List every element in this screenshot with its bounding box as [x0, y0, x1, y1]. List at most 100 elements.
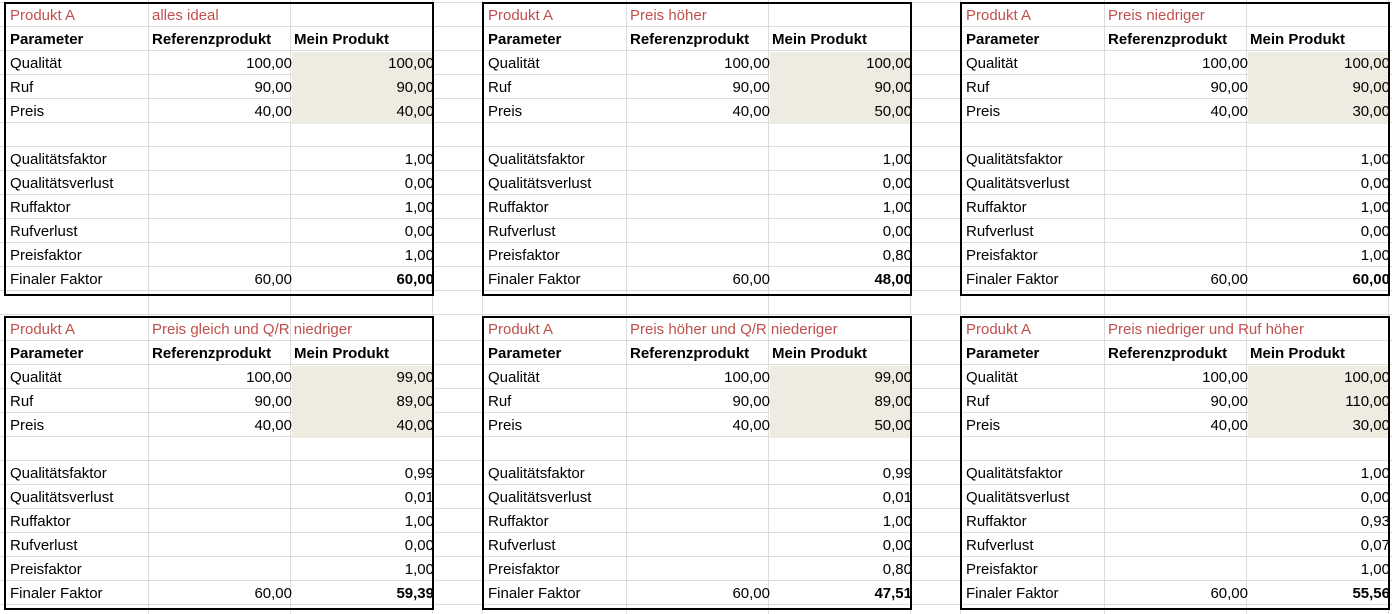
reference-header-cell[interactable]: Referenzprodukt [152, 31, 272, 48]
product-name-cell[interactable]: Produkt A [10, 7, 76, 24]
mine-reputation-cell[interactable]: 90,00 [874, 79, 912, 96]
quality-loss-label-cell[interactable]: Qualitätsverlust [966, 175, 1070, 192]
reputation-factor-label-cell[interactable]: Ruffaktor [10, 513, 71, 530]
reputation-loss-label-cell[interactable]: Rufverlust [488, 537, 556, 554]
scenario-title-cell[interactable]: alles ideal [152, 7, 219, 24]
ref-quality-cell[interactable]: 100,00 [724, 369, 770, 386]
scenario-title-cell[interactable]: Preis höher [630, 7, 707, 24]
ref-final-factor-cell[interactable]: 60,00 [732, 585, 770, 602]
mine-final-factor-cell[interactable]: 60,00 [1352, 271, 1390, 288]
final-factor-label-cell[interactable]: Finaler Faktor [966, 585, 1059, 602]
reputation-loss-value-cell[interactable]: 0,00 [882, 223, 912, 240]
quality-factor-value-cell[interactable]: 1,00 [404, 151, 434, 168]
mine-header-cell[interactable]: Mein Produkt [1250, 345, 1346, 362]
reputation-factor-label-cell[interactable]: Ruffaktor [10, 199, 71, 216]
quality-loss-value-cell[interactable]: 0,01 [882, 489, 912, 506]
quality-factor-label-cell[interactable]: Qualitätsfaktor [10, 151, 107, 168]
mine-final-factor-cell[interactable]: 60,00 [396, 271, 434, 288]
final-factor-label-cell[interactable]: Finaler Faktor [966, 271, 1059, 288]
parameter-header-cell[interactable]: Parameter [488, 31, 562, 48]
ref-reputation-cell[interactable]: 90,00 [254, 79, 292, 96]
mine-header-cell[interactable]: Mein Produkt [1250, 31, 1346, 48]
mine-quality-cell[interactable]: 100,00 [866, 55, 912, 72]
mine-header-cell[interactable]: Mein Produkt [772, 31, 868, 48]
quality-factor-value-cell[interactable]: 1,00 [1360, 151, 1390, 168]
price-label-cell[interactable]: Preis [966, 417, 1001, 434]
ref-quality-cell[interactable]: 100,00 [246, 369, 292, 386]
price-factor-value-cell[interactable]: 0,80 [882, 247, 912, 264]
final-factor-label-cell[interactable]: Finaler Faktor [10, 271, 103, 288]
reference-header-cell[interactable]: Referenzprodukt [152, 345, 272, 362]
reputation-loss-value-cell[interactable]: 0,07 [1360, 537, 1390, 554]
quality-loss-value-cell[interactable]: 0,00 [404, 175, 434, 192]
reference-header-cell[interactable]: Referenzprodukt [1108, 345, 1228, 362]
reputation-factor-value-cell[interactable]: 1,00 [404, 199, 434, 216]
price-label-cell[interactable]: Preis [10, 417, 45, 434]
ref-final-factor-cell[interactable]: 60,00 [254, 585, 292, 602]
ref-reputation-cell[interactable]: 90,00 [732, 79, 770, 96]
price-factor-label-cell[interactable]: Preisfaktor [488, 561, 560, 578]
quality-loss-label-cell[interactable]: Qualitätsverlust [966, 489, 1070, 506]
ref-reputation-cell[interactable]: 90,00 [1210, 393, 1248, 410]
quality-factor-label-cell[interactable]: Qualitätsfaktor [488, 465, 585, 482]
mine-price-cell[interactable]: 30,00 [1352, 103, 1390, 120]
ref-reputation-cell[interactable]: 90,00 [254, 393, 292, 410]
ref-price-cell[interactable]: 40,00 [732, 417, 770, 434]
scenario-title-cell[interactable]: Preis niedriger und Ruf höher [1108, 321, 1304, 338]
scenario-title-cell[interactable]: Preis höher und Q/R niederiger [630, 321, 838, 338]
product-name-cell[interactable]: Produkt A [488, 7, 554, 24]
price-factor-label-cell[interactable]: Preisfaktor [10, 247, 82, 264]
quality-label-cell[interactable]: Qualität [488, 369, 540, 386]
reputation-factor-label-cell[interactable]: Ruffaktor [966, 513, 1027, 530]
reputation-loss-label-cell[interactable]: Rufverlust [488, 223, 556, 240]
price-factor-value-cell[interactable]: 1,00 [404, 561, 434, 578]
scenario-title-cell[interactable]: Preis niedriger [1108, 7, 1205, 24]
price-factor-value-cell[interactable]: 1,00 [404, 247, 434, 264]
mine-reputation-cell[interactable]: 89,00 [396, 393, 434, 410]
ref-price-cell[interactable]: 40,00 [1210, 417, 1248, 434]
ref-final-factor-cell[interactable]: 60,00 [254, 271, 292, 288]
price-factor-value-cell[interactable]: 1,00 [1360, 561, 1390, 578]
mine-quality-cell[interactable]: 100,00 [388, 55, 434, 72]
mine-quality-cell[interactable]: 100,00 [1344, 55, 1390, 72]
reputation-label-cell[interactable]: Ruf [10, 79, 34, 96]
quality-factor-value-cell[interactable]: 1,00 [1360, 465, 1390, 482]
ref-reputation-cell[interactable]: 90,00 [1210, 79, 1248, 96]
price-label-cell[interactable]: Preis [488, 417, 523, 434]
ref-final-factor-cell[interactable]: 60,00 [732, 271, 770, 288]
final-factor-label-cell[interactable]: Finaler Faktor [488, 271, 581, 288]
quality-factor-value-cell[interactable]: 1,00 [882, 151, 912, 168]
price-factor-label-cell[interactable]: Preisfaktor [966, 247, 1038, 264]
quality-factor-label-cell[interactable]: Qualitätsfaktor [10, 465, 107, 482]
ref-price-cell[interactable]: 40,00 [1210, 103, 1248, 120]
reputation-factor-label-cell[interactable]: Ruffaktor [966, 199, 1027, 216]
quality-label-cell[interactable]: Qualität [966, 55, 1018, 72]
reference-header-cell[interactable]: Referenzprodukt [630, 345, 750, 362]
price-label-cell[interactable]: Preis [10, 103, 45, 120]
price-factor-value-cell[interactable]: 1,00 [1360, 247, 1390, 264]
reputation-label-cell[interactable]: Ruf [966, 393, 990, 410]
quality-loss-value-cell[interactable]: 0,00 [882, 175, 912, 192]
quality-factor-label-cell[interactable]: Qualitätsfaktor [966, 465, 1063, 482]
ref-quality-cell[interactable]: 100,00 [724, 55, 770, 72]
mine-reputation-cell[interactable]: 90,00 [1352, 79, 1390, 96]
quality-label-cell[interactable]: Qualität [488, 55, 540, 72]
ref-quality-cell[interactable]: 100,00 [1202, 55, 1248, 72]
reputation-loss-label-cell[interactable]: Rufverlust [10, 223, 78, 240]
mine-price-cell[interactable]: 50,00 [874, 103, 912, 120]
ref-reputation-cell[interactable]: 90,00 [732, 393, 770, 410]
reputation-label-cell[interactable]: Ruf [488, 79, 512, 96]
mine-quality-cell[interactable]: 99,00 [874, 369, 912, 386]
quality-factor-value-cell[interactable]: 0,99 [404, 465, 434, 482]
product-name-cell[interactable]: Produkt A [488, 321, 554, 338]
reputation-factor-value-cell[interactable]: 1,00 [882, 199, 912, 216]
mine-final-factor-cell[interactable]: 55,56 [1352, 585, 1390, 602]
parameter-header-cell[interactable]: Parameter [10, 345, 84, 362]
mine-quality-cell[interactable]: 99,00 [396, 369, 434, 386]
mine-header-cell[interactable]: Mein Produkt [294, 345, 390, 362]
quality-label-cell[interactable]: Qualität [966, 369, 1018, 386]
quality-loss-value-cell[interactable]: 0,01 [404, 489, 434, 506]
mine-price-cell[interactable]: 30,00 [1352, 417, 1390, 434]
reputation-factor-value-cell[interactable]: 0,93 [1360, 513, 1390, 530]
price-factor-label-cell[interactable]: Preisfaktor [488, 247, 560, 264]
